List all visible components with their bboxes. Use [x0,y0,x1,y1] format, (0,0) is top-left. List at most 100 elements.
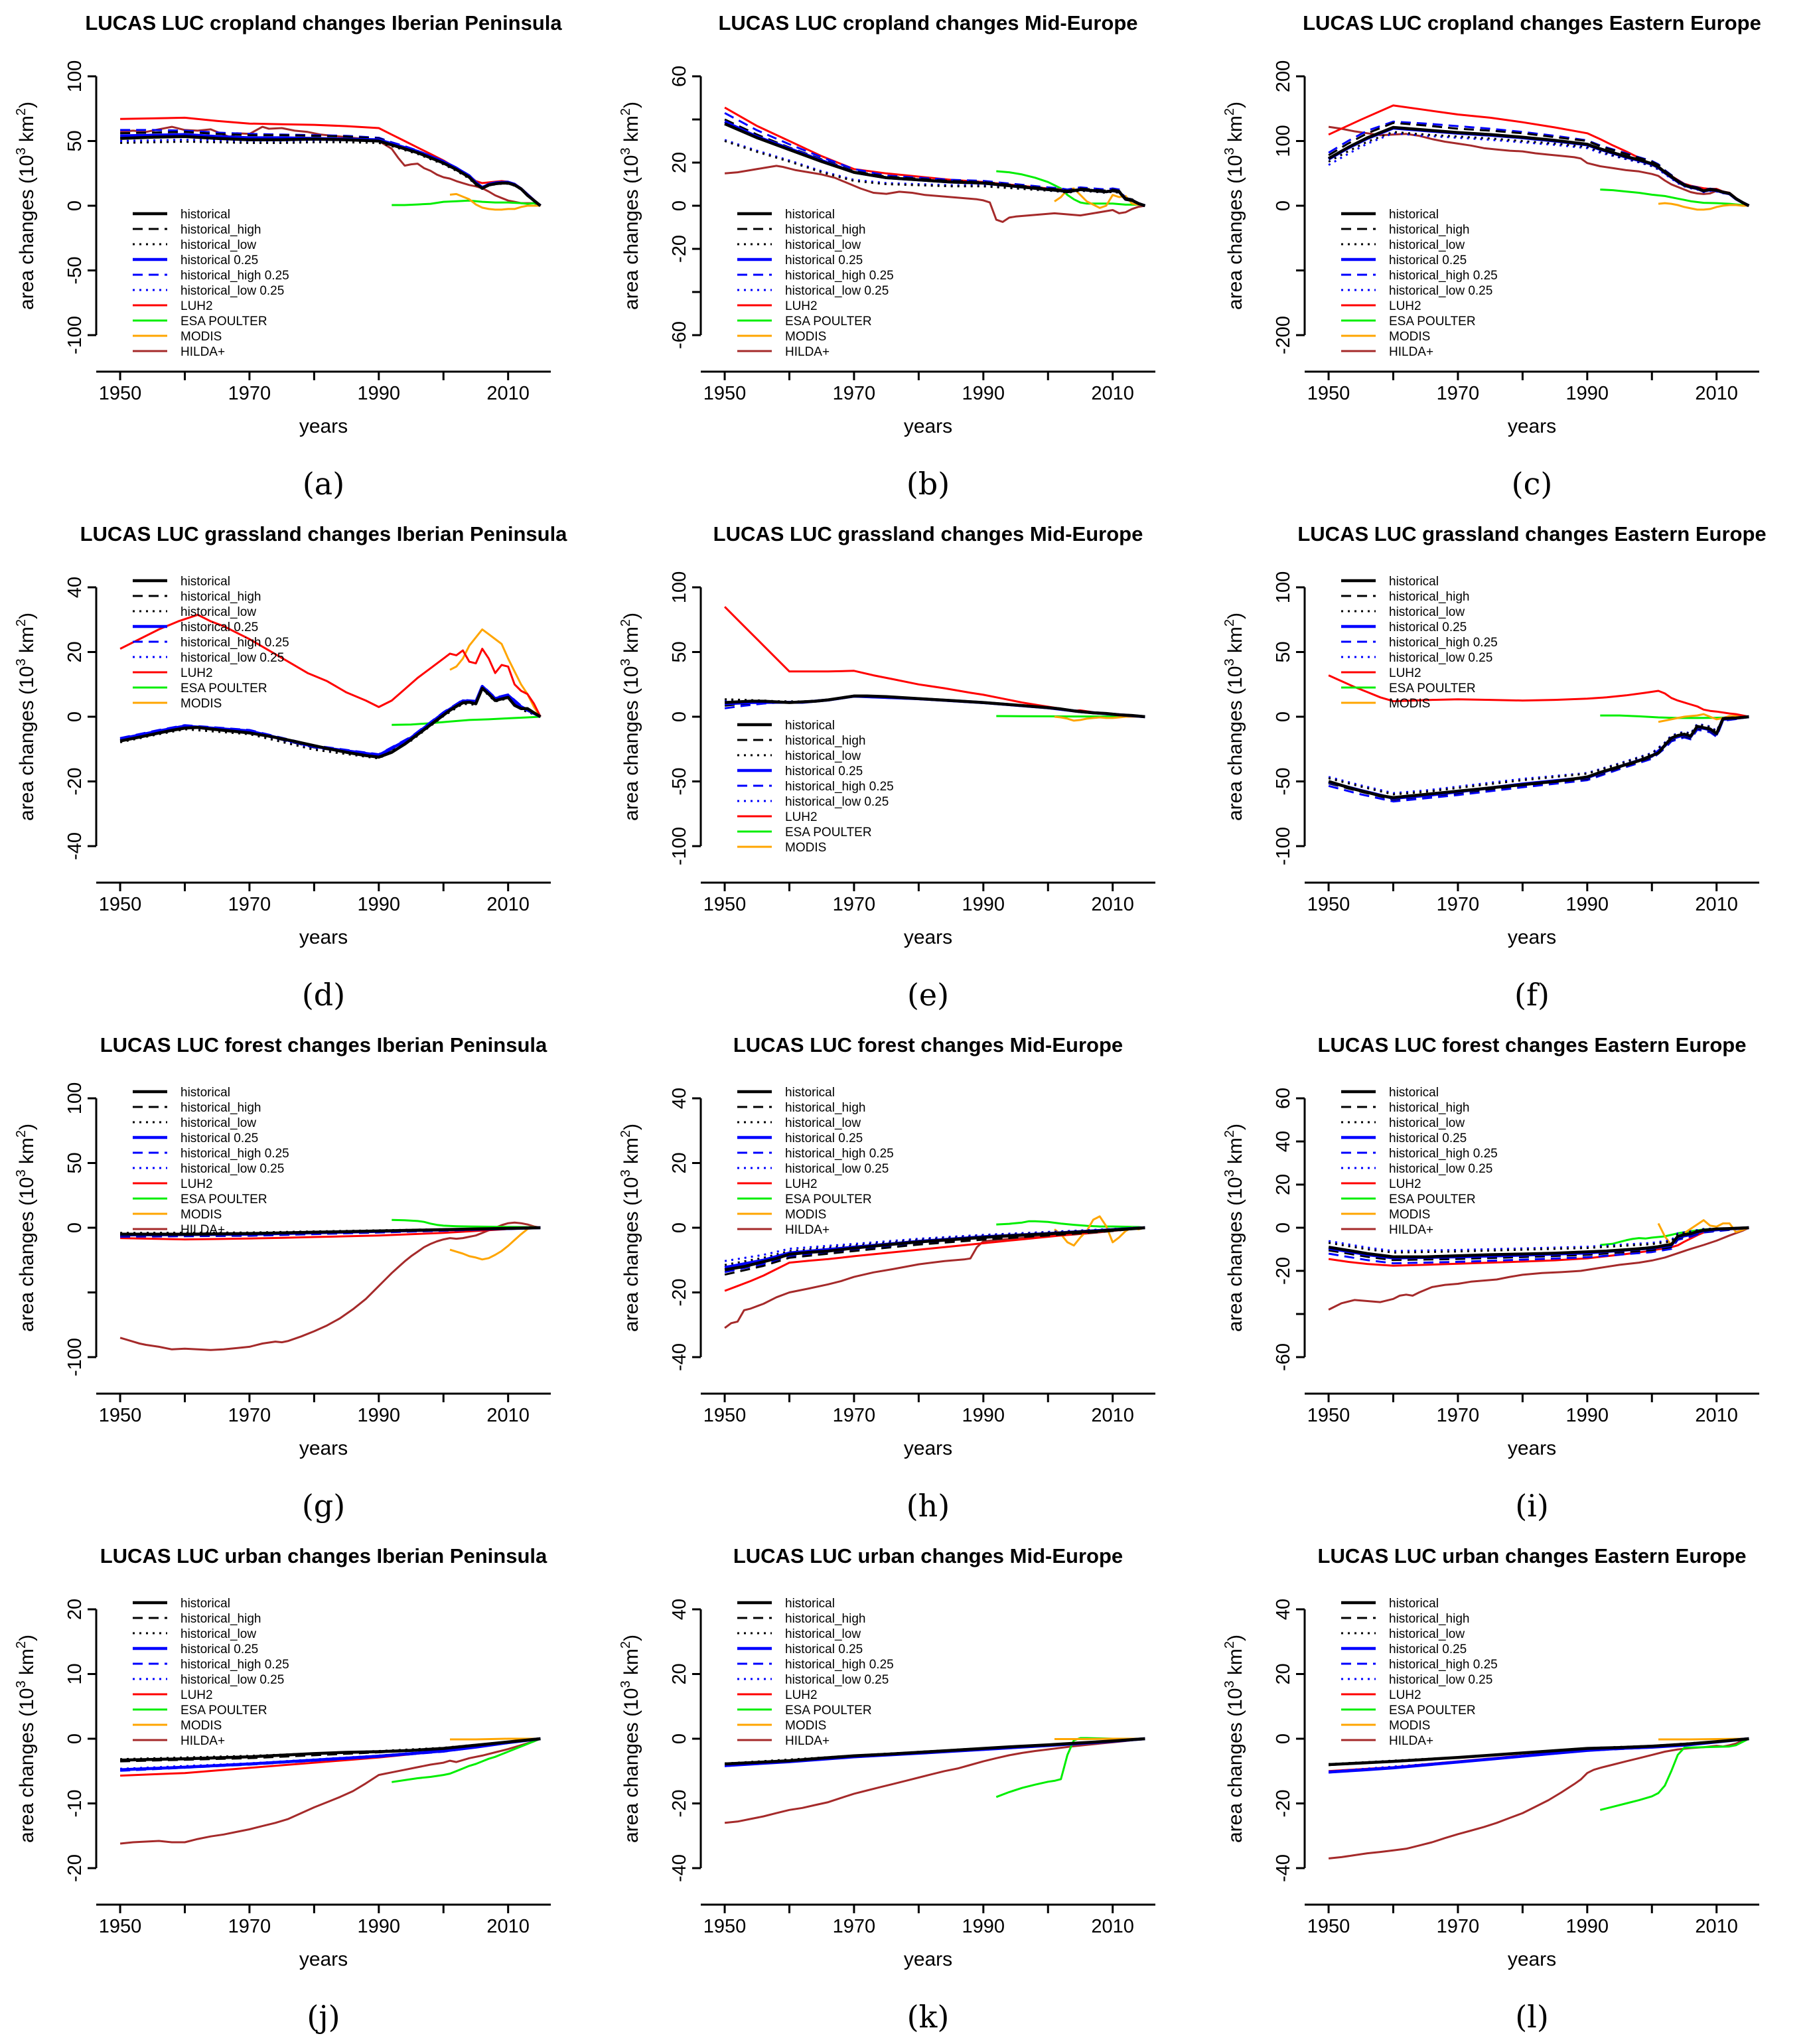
legend-label-historical-high-0-25: historical_high 0.25 [181,1147,289,1161]
x-tick-label: 2010 [1091,894,1134,915]
series-historical [120,1737,541,1762]
x-tick-label: 1950 [99,1405,142,1426]
x-tick-label: 1970 [832,1405,875,1426]
x-tick-label: 2010 [1696,894,1739,915]
x-tick-label: 1990 [962,383,1005,404]
y-tick-label: 100 [64,1082,86,1114]
plot-series [724,1737,1145,1824]
y-axis: 40 20 0 -20 -40 area changes (103 km2) [14,577,98,860]
x-tick-label: 1950 [703,894,746,915]
legend-label-esa-poulter: ESA POULTER [785,315,872,328]
y-tick-label: 40 [669,1599,690,1620]
legend-label-esa-poulter: ESA POULTER [1389,315,1476,328]
x-tick-label: 2010 [486,383,530,404]
legend-label-historical-0-25: historical 0.25 [181,620,258,634]
series-historical-low [120,141,542,207]
legend-label-luh2: LUH2 [1389,666,1421,680]
legend-label-historical-high-0-25: historical_high 0.25 [785,780,894,794]
series-esa-poulter [392,199,541,207]
y-axis: 40 20 0 -20 -40 area changes (103 km2) [1222,1599,1306,1882]
legend-label-modis: MODIS [1389,1719,1430,1733]
x-tick-label: 1990 [962,894,1005,915]
chart-j: LUCAS LUC urban changes Iberian Peninsul… [14,1544,551,2035]
x-tick-label: 1990 [358,383,401,404]
y-tick-label: 20 [669,152,690,173]
chart-title: LUCAS LUC urban changes Eastern Europe [1318,1544,1747,1568]
legend-label-luh2: LUH2 [181,299,213,313]
x-axis: 1950 1970 1990 2010 years [96,881,551,948]
y-tick-label: -50 [669,768,690,796]
legend-label-historical-0-25: historical 0.25 [785,1643,863,1656]
x-tick-label: 1950 [703,1916,746,1937]
y-axis-title: area changes (103 km2) [618,102,642,310]
y-tick-label: -100 [669,827,690,865]
x-tick-label: 2010 [486,1916,530,1937]
legend-label-modis: MODIS [785,1719,826,1733]
chart-d: LUCAS LUC grassland changes Iberian Peni… [14,522,568,1013]
x-tick-label: 1970 [1437,1916,1480,1937]
legend-label-hilda+: HILDA+ [1389,345,1433,359]
legend-label-historical-0-25: historical 0.25 [181,1643,258,1656]
x-axis: 1950 1970 1990 2010 years [1305,1903,1760,1970]
legend-label-historical-0-25: historical 0.25 [785,1132,863,1145]
y-tick-label: 0 [1273,1222,1294,1233]
y-tick-label: 100 [669,571,690,603]
legend-label-historical-low: historical_low [785,238,861,252]
legend-label-historical: historical [181,208,230,222]
y-tick-label: -20 [669,1790,690,1818]
legend-label-historical-low-0-25: historical_low 0.25 [181,1162,284,1176]
legend-label-modis: MODIS [1389,697,1430,711]
chart-title: LUCAS LUC urban changes Mid-Europe [733,1544,1123,1568]
legend-label-historical: historical [181,575,230,589]
legend-label-historical-high-0-25: historical_high 0.25 [1389,1147,1498,1161]
y-tick-label: 60 [669,66,690,87]
legend-label-historical-low: historical_low [1389,1116,1465,1130]
chart-a: LUCAS LUC cropland changes Iberian Penin… [14,11,562,502]
y-axis-title: area changes (103 km2) [14,613,38,821]
legend: historicalhistorical_highhistorical_lowh… [737,719,894,855]
legend-label-historical-low: historical_low [1389,605,1465,619]
y-axis: 100 50 0 -50 -100 area changes (103 km2) [14,60,98,354]
legend-label-historical-low: historical_low [1389,238,1465,252]
y-tick-label: 20 [669,1152,690,1173]
x-axis-title: years [1508,926,1556,948]
chart-title: LUCAS LUC cropland changes Eastern Europ… [1303,11,1761,35]
legend: historicalhistorical_highhistorical_lowh… [1341,575,1498,711]
series-luh2 [120,116,542,207]
y-tick-label: 100 [1273,125,1294,157]
y-tick-label: -10 [64,1790,86,1818]
panel-caption: (i) [1516,1488,1550,1524]
series-hilda+ [1329,125,1750,207]
y-axis: 40 20 0 -20 -40 area changes (103 km2) [618,1088,702,1371]
panel-b: LUCAS LUC cropland changes Mid-Europe 195… [605,0,1208,511]
series-esa-poulter [392,715,541,726]
y-axis: 100 50 0 -100 area changes (103 km2) [14,1082,98,1376]
legend: historicalhistorical_highhistorical_lowh… [133,575,289,711]
legend-label-historical-low: historical_low [785,1116,861,1130]
legend-label-historical-high: historical_high [181,223,261,237]
series-historical [1329,1226,1749,1259]
panel-d: LUCAS LUC grassland changes Iberian Peni… [0,511,604,1022]
x-tick-label: 2010 [486,1405,530,1426]
y-axis-title: area changes (103 km2) [618,1635,642,1843]
x-axis-title: years [903,1948,952,1970]
legend-label-historical: historical [181,1597,230,1611]
chart-title: LUCAS LUC grassland changes Iberian Peni… [80,522,568,546]
chart-i: LUCAS LUC forest changes Eastern Europe 1… [1222,1033,1760,1524]
series-historical-high-0-25 [120,129,542,207]
y-tick-label: -40 [669,1854,690,1882]
y-tick-label: 0 [669,1733,690,1744]
x-axis: 1950 1970 1990 2010 years [700,1903,1155,1970]
y-axis: 60 20 0 -20 -60 area changes (103 km2) [618,66,702,349]
legend-label-historical: historical [1389,1597,1439,1611]
panel-caption: (l) [1516,1999,1550,2035]
legend-label-historical-0-25: historical 0.25 [1389,1643,1467,1656]
x-tick-label: 1970 [1437,894,1480,915]
legend-label-modis: MODIS [1389,1208,1430,1222]
legend: historicalhistorical_highhistorical_lowh… [1341,1597,1498,1748]
legend-label-historical-low-0-25: historical_low 0.25 [785,284,889,298]
legend-label-historical-high-0-25: historical_high 0.25 [181,269,289,283]
legend-label-hilda+: HILDA+ [1389,1734,1433,1748]
x-tick-label: 1950 [1307,894,1350,915]
series-esa-poulter [1600,1737,1750,1811]
